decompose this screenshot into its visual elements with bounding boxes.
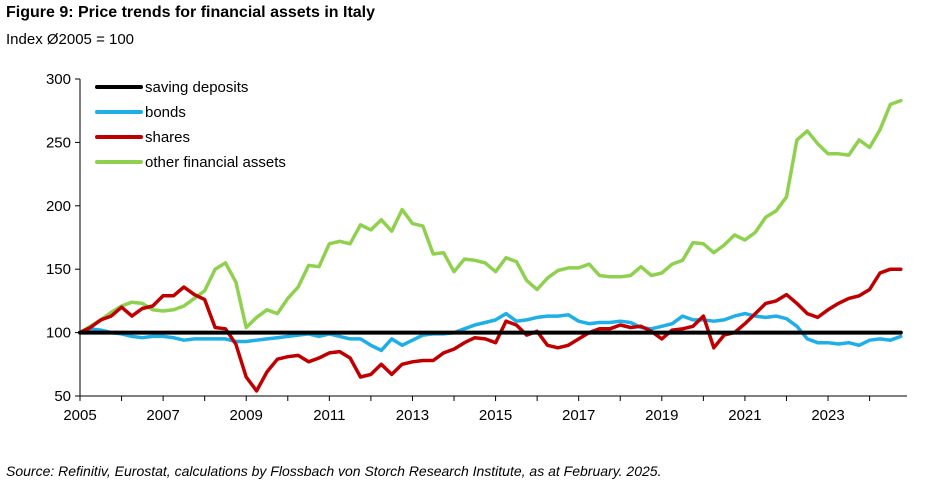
x-tick-label: 2013 [396, 407, 429, 424]
y-tick-label: 250 [46, 134, 71, 151]
y-tick-label: 100 [46, 325, 71, 342]
y-tick-label: 50 [54, 388, 71, 405]
series-line-bonds [78, 311, 903, 353]
x-tick-label: 2007 [146, 407, 179, 424]
chart-subtitle: Index Ø2005 = 100 [6, 31, 135, 48]
y-tick-label: 200 [46, 198, 71, 215]
y-tick-label: 150 [46, 261, 71, 278]
x-tick-label: 2023 [811, 407, 844, 424]
x-tick-label: 2015 [479, 407, 512, 424]
series-line-shares [78, 267, 903, 393]
x-tick-label: 2009 [230, 407, 263, 424]
y-tick-label: 300 [46, 71, 71, 88]
x-tick-label: 2005 [63, 407, 96, 424]
x-tick-label: 2011 [313, 407, 345, 424]
chart-title: Figure 9: Price trends for financial ass… [6, 4, 376, 21]
series-line-other-financial-assets [78, 98, 903, 335]
legend: saving deposits bonds shares other financia… [95, 79, 286, 171]
legend-label-bonds: bonds [145, 104, 186, 121]
x-tick-label: 2021 [728, 407, 761, 424]
x-tick-label: 2019 [645, 407, 678, 424]
axes: 50 100 150 200 250 300 2005 2007 2009 2011 2013 201… [46, 71, 907, 424]
legend-label-shares: shares [145, 129, 190, 146]
x-tick-label: 2017 [562, 407, 595, 424]
series-layer [78, 98, 903, 393]
source-note: Source: Refinitiv, Eurostat, calculation… [6, 463, 662, 479]
legend-label-saving-deposits: saving deposits [145, 79, 248, 96]
legend-label-other-financial-assets: other financial assets [145, 154, 286, 171]
